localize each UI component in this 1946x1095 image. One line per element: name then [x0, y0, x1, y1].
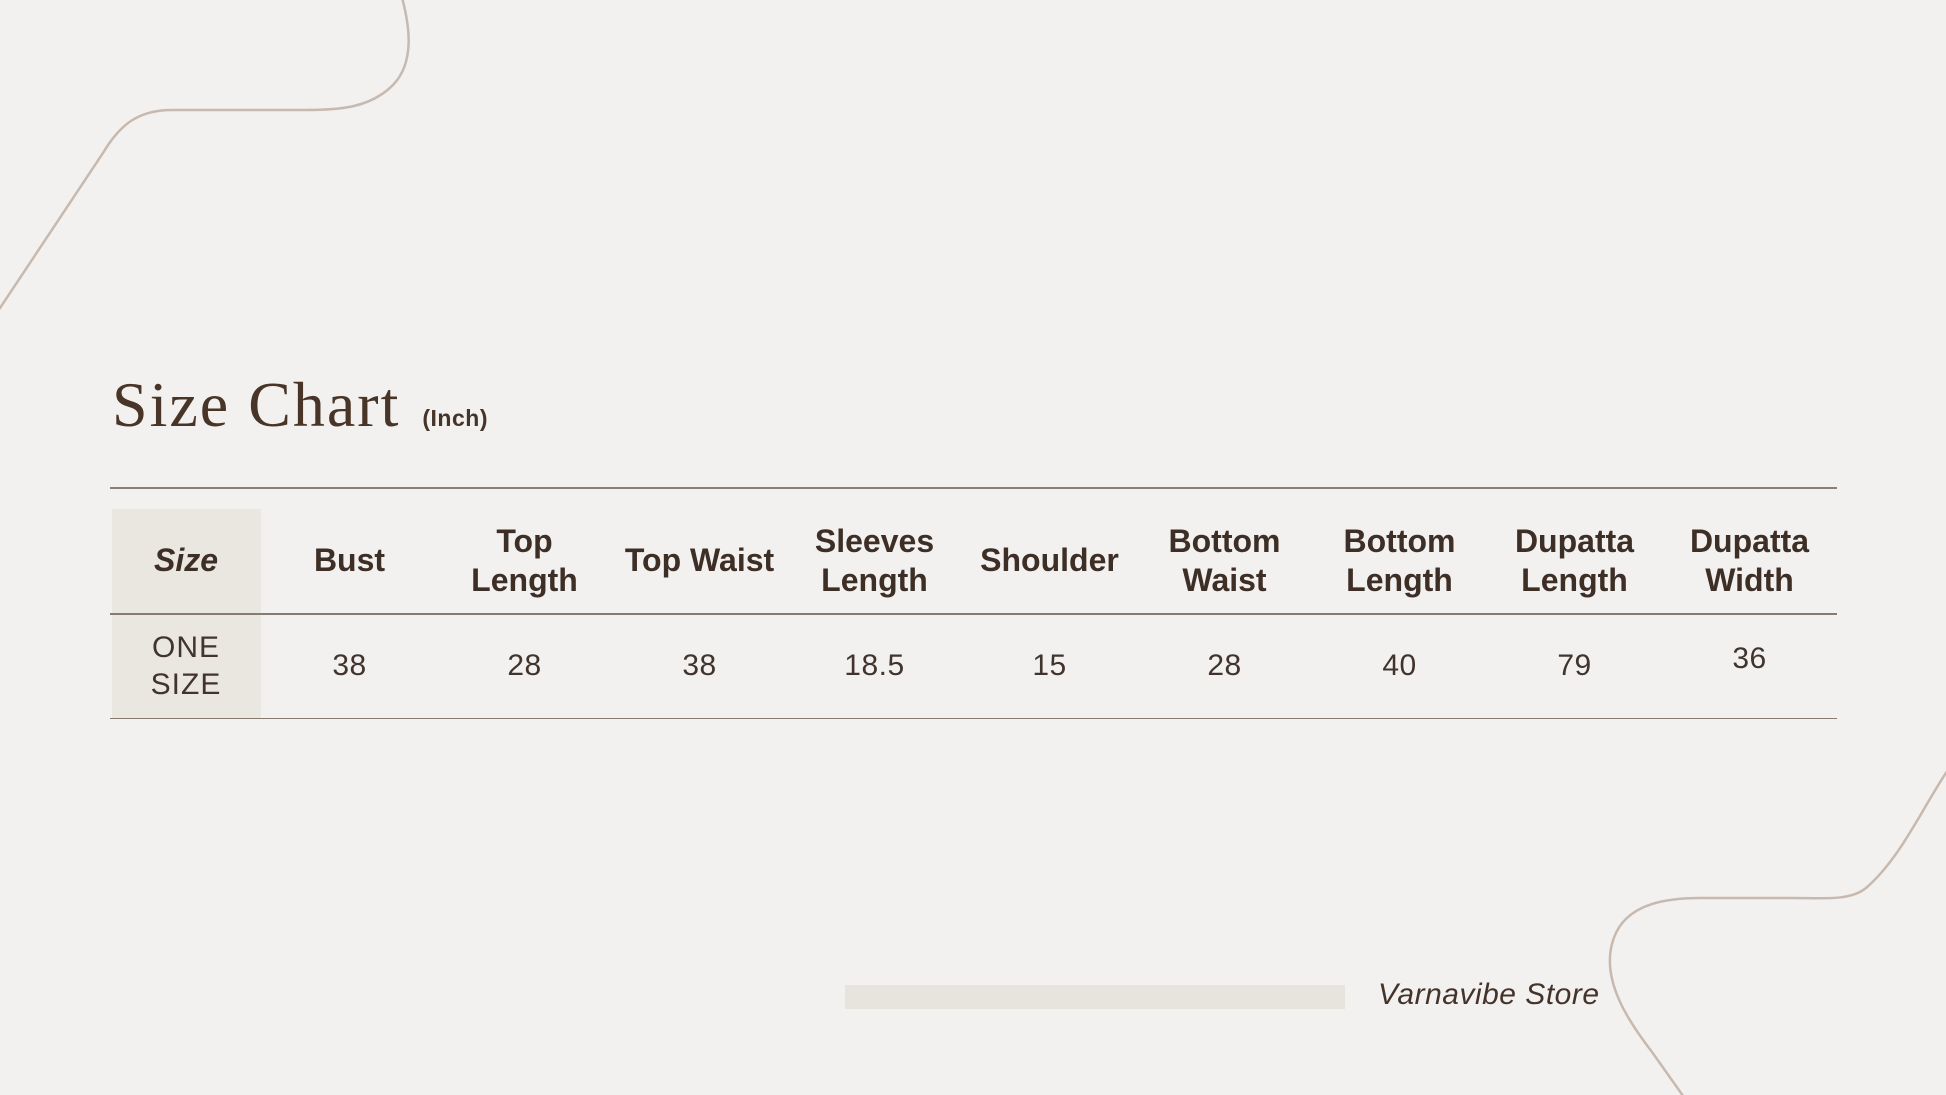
cell-bottom-length-value: 40 [1382, 649, 1417, 682]
table-top-rule [110, 487, 1837, 489]
cell-sleeves-length-value: 18.5 [844, 649, 905, 682]
cell-size-label: ONE SIZE [150, 630, 222, 702]
store-name: Varnavibe Store [1378, 978, 1600, 1011]
bottom-right-curve-line [1608, 770, 1946, 1095]
cell-bottom-waist-value: 28 [1207, 649, 1242, 682]
header-dupatta-length: Dupatta Length [1514, 522, 1635, 598]
cell-dupatta-width-value: 36 [1732, 642, 1767, 675]
page-title: Size Chart (Inch) [112, 368, 488, 442]
cell-shoulder-value: 15 [1032, 649, 1067, 682]
header-top-length: Top Length [471, 522, 578, 598]
header-bust: Bust [313, 542, 386, 579]
header-top-waist: Top Waist [624, 542, 775, 579]
cell-bust-value: 38 [332, 649, 367, 682]
title-unit-label: (Inch) [422, 405, 488, 431]
header-bottom-waist: Bottom Waist [1168, 522, 1281, 598]
title-text: Size Chart [112, 369, 401, 440]
table-header-divider-rule [110, 613, 1837, 615]
header-dupatta-width: Dupatta Width [1689, 522, 1810, 598]
footer-accent-bar [845, 985, 1345, 1009]
header-size: Size [153, 542, 219, 579]
size-chart-table: Size Bust Top Length Top Waist Sleeves L… [110, 487, 1837, 719]
table-header-row: Size Bust Top Length Top Waist Sleeves L… [110, 509, 1837, 613]
header-bottom-length: Bottom Length [1343, 522, 1456, 598]
header-sleeves-length: Sleeves Length [814, 522, 935, 598]
cell-top-waist-value: 38 [682, 649, 717, 682]
cell-top-length-value: 28 [507, 649, 542, 682]
cell-dupatta-length-value: 79 [1557, 649, 1592, 682]
top-left-curve-line [0, 0, 410, 311]
table-bottom-rule [110, 717, 1837, 719]
table-row: ONE SIZE 38 28 38 18.5 15 28 40 [110, 615, 1837, 718]
header-shoulder: Shoulder [980, 542, 1119, 579]
